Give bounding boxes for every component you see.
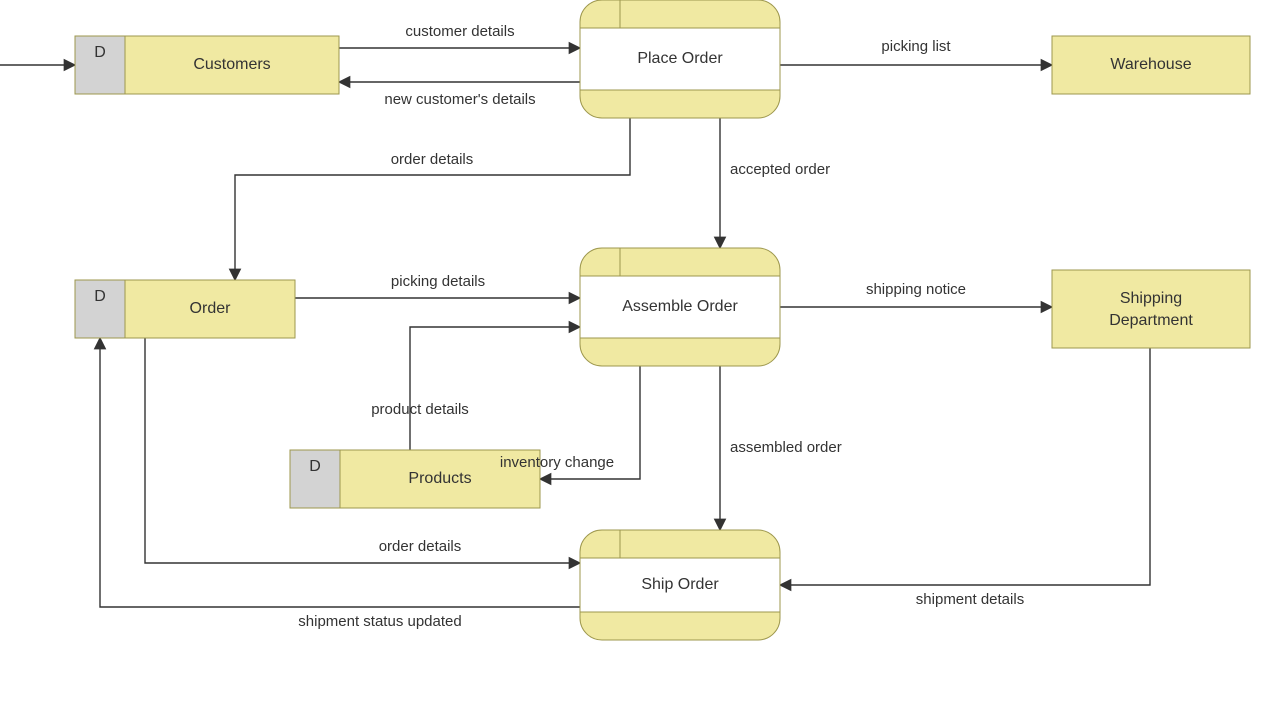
external-label: Warehouse	[1110, 56, 1191, 73]
external-label: Shipping	[1120, 290, 1182, 307]
external-label: Department	[1109, 312, 1193, 329]
edge-label-e11: order details	[379, 538, 462, 555]
external-warehouse: Warehouse	[1052, 36, 1250, 94]
edge-label-e3: picking list	[881, 38, 951, 55]
edge-label-e1: customer details	[405, 23, 514, 40]
edge-label-e13: shipment details	[916, 591, 1024, 608]
edge-label-e5: accepted order	[730, 161, 830, 178]
process-place: Place Order	[580, 0, 780, 118]
edge-e13	[780, 348, 1150, 585]
edge-e8	[410, 327, 580, 450]
process-ship: Ship Order	[580, 530, 780, 640]
process-assemble: Assemble Order	[580, 248, 780, 366]
datastore-d-label: D	[94, 288, 106, 305]
datastore-d-label: D	[309, 458, 321, 475]
edge-label-e9: inventory change	[500, 454, 614, 471]
process-label: Ship Order	[641, 576, 719, 593]
edge-label-e7: shipping notice	[866, 281, 966, 298]
external-shipping: Shipping Department	[1052, 270, 1250, 348]
process-label: Assemble Order	[622, 298, 738, 315]
edge-label-e2: new customer's details	[384, 91, 535, 108]
datastore-d-label: D	[94, 44, 106, 61]
dfd-diagram: D Customers D Order D Products Place Order Asse…	[0, 0, 1280, 720]
edge-e4	[235, 118, 630, 280]
edge-label-e8: product details	[371, 401, 469, 418]
edge-label-e4: order details	[391, 151, 474, 168]
datastore-label: Products	[408, 470, 471, 487]
datastore-label: Order	[190, 300, 232, 317]
edge-label-e10: assembled order	[730, 439, 842, 456]
datastore-customers: D Customers	[75, 36, 339, 94]
edge-label-e6: picking details	[391, 273, 485, 290]
process-label: Place Order	[637, 50, 723, 67]
datastore-label: Customers	[193, 56, 270, 73]
edge-label-e12: shipment status updated	[298, 613, 461, 630]
datastore-order: D Order	[75, 280, 295, 338]
